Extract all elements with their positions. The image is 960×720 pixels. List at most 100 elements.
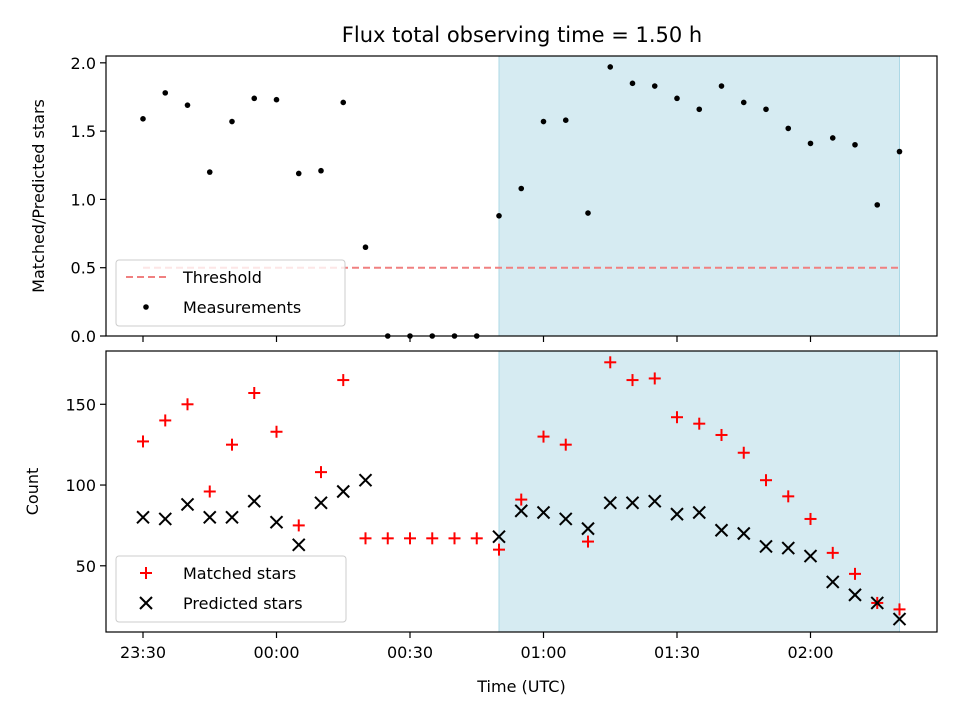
measurement-point [696,106,703,113]
measurement-point [718,83,725,89]
matched-star-point [559,438,572,451]
predicted-star-point [158,512,172,526]
matched-star-point [582,535,594,548]
measurement-point [318,167,324,174]
legend-plus-marker [140,567,152,579]
predicted-stars-points [136,473,907,626]
count-legend: Matched stars Predicted stars [115,555,347,623]
x-tick-label: 02:00 [787,643,833,662]
cross-stroke [737,526,751,541]
matched-star-point [137,435,149,448]
predicted-star-point [136,510,150,525]
y-tick-label: 100 [65,476,96,495]
measurement-point [362,244,369,251]
matched-star-point [849,567,861,580]
matched-star-point [693,417,706,430]
cross-stroke [803,549,818,563]
predicted-star-point [581,521,595,536]
measurement-point [829,135,836,141]
matched-star-point [181,398,194,411]
measurement-point [585,210,591,216]
cross-stroke [581,521,595,536]
x-tick-label: 00:30 [387,643,433,662]
cross-stroke [826,575,840,589]
predicted-star-point [314,496,328,510]
matched-star-point [226,438,238,451]
x-tick-label: 01:00 [520,643,566,662]
legend-threshold-label: Threshold [182,268,262,287]
measurement-point [807,140,814,147]
predicted-star-point [826,575,840,589]
measurement-point [140,116,146,122]
cross-stroke [314,496,328,510]
matched-stars-points [137,356,906,616]
y-tick-label: 150 [65,395,96,414]
ratio-panel-frame [105,55,938,337]
predicted-star-point [892,612,907,626]
cross-stroke [870,596,884,610]
matched-star-point [248,386,261,399]
cross-stroke [336,484,350,499]
y-tick-label: 1.5 [71,122,96,141]
matched-star-point [493,543,505,556]
cross-stroke [781,541,795,555]
matched-star-point [315,466,327,479]
matched-star-point [159,414,172,427]
cross-stroke [358,473,373,487]
measurement-point [251,95,258,102]
measurement-point [496,213,502,219]
cross-stroke [892,612,907,626]
ratio-legend-box [115,259,346,327]
matched-star-point [782,490,795,503]
cross-stroke [625,496,640,510]
measurement-point [340,99,347,106]
matched-star-point [626,374,639,387]
x-tick-label: 00:00 [253,643,299,662]
count-y-ticks: 50 100 150 [65,395,106,576]
predicted-star-point [692,505,706,520]
measurement-point [518,185,525,192]
matched-star-point [470,532,483,545]
predicted-star-point [714,523,729,537]
legend-matched-label: Matched stars [183,564,296,583]
matched-star-point [270,425,283,438]
ratio-x-ticks [142,336,812,342]
predicted-star-point [870,596,884,610]
predicted-star-point [759,539,773,554]
cross-stroke [514,504,528,518]
matched-star-point [826,546,839,559]
matched-star-point [426,532,439,545]
predicted-star-point [803,549,818,563]
matched-star-point [737,446,750,459]
predicted-star-point [292,538,306,552]
predicted-star-point [225,510,239,525]
cross-stroke [692,505,706,520]
predicted-star-point [269,515,284,529]
measurement-point [763,106,769,113]
matched-star-point [292,519,305,532]
ratio-legend: Threshold Measurements [115,259,346,327]
cross-stroke [492,530,506,544]
matched-star-point [715,428,728,441]
observing-window-span [498,55,900,337]
measurement-point [229,118,235,125]
chart-title: Flux total observing time = 1.50 h [342,23,702,47]
cross-stroke [759,539,773,554]
predicted-star-point [559,512,573,526]
count-y-axis-label: Count [23,468,42,516]
predicted-star-point [781,541,795,555]
legend-measurements-swatch [143,304,149,310]
predicted-star-point [180,497,195,512]
cross-stroke [603,496,617,510]
cross-stroke [225,510,239,525]
matched-star-point [404,532,416,545]
measurement-point [295,170,302,177]
x-axis-label: Time (UTC) [476,677,565,696]
ratio-panel: 0.00.51.01.52.0 Matched/Predicted stars … [29,54,938,346]
matched-star-point [337,374,350,387]
matched-star-point [537,430,550,443]
cross-stroke [136,510,150,525]
cross-stroke [180,497,195,512]
